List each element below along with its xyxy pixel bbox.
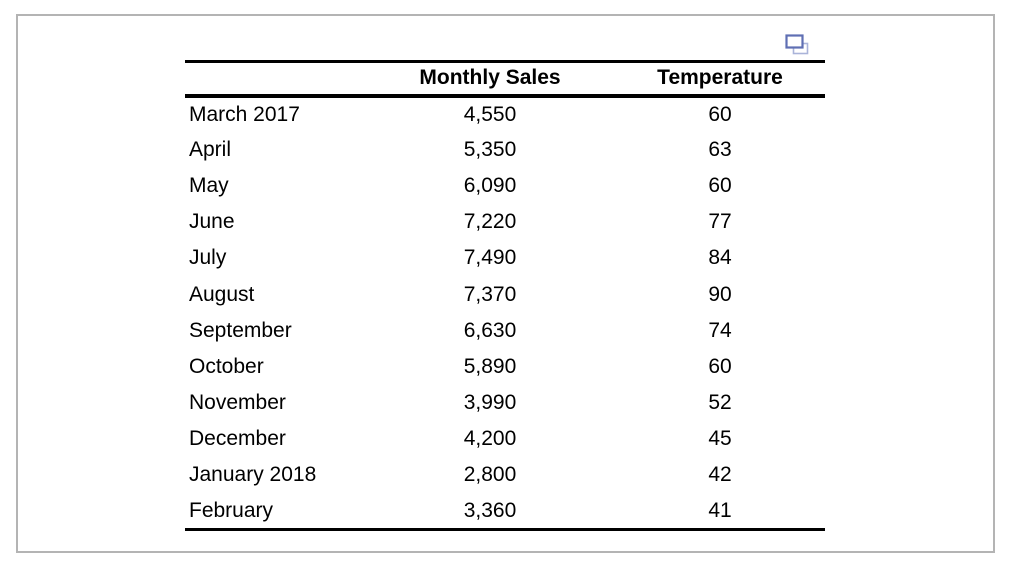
temperature-cell: 60 <box>708 173 732 197</box>
table-row: January 2018 2,800 42 <box>185 457 825 493</box>
month-cell: September <box>189 318 292 342</box>
temperature-cell: 90 <box>708 282 732 306</box>
month-cell: August <box>189 282 255 306</box>
table-header: Monthly Sales Temperature <box>185 62 825 96</box>
temperature-cell: 74 <box>708 318 732 342</box>
month-cell: March 2017 <box>189 102 300 126</box>
table-row: May 6,090 60 <box>185 168 825 204</box>
table-body: March 2017 4,550 60 April 5,350 63 May 6… <box>185 96 825 530</box>
sales-cell: 4,550 <box>463 102 517 126</box>
sales-cell: 3,990 <box>463 391 517 415</box>
sales-cell: 7,490 <box>463 246 517 270</box>
header-row: Monthly Sales Temperature <box>185 62 825 96</box>
sales-cell: 5,350 <box>463 137 517 161</box>
temperature-cell: 41 <box>708 498 732 522</box>
sales-cell: 4,200 <box>463 427 517 451</box>
table-row: July 7,490 84 <box>185 240 825 276</box>
content-panel: Monthly Sales Temperature March 2017 4,5… <box>16 14 995 553</box>
month-cell: November <box>189 391 286 415</box>
temperature-cell: 84 <box>708 246 732 270</box>
column-header-monthly-sales: Monthly Sales <box>419 66 561 90</box>
copy-icon[interactable] <box>784 31 810 58</box>
month-cell: February <box>189 498 274 522</box>
sales-cell: 2,800 <box>463 463 517 487</box>
table-row: October 5,890 60 <box>185 349 825 385</box>
table-row: June 7,220 77 <box>185 204 825 240</box>
temperature-cell: 45 <box>708 427 732 451</box>
month-cell: January 2018 <box>189 463 317 487</box>
month-cell: October <box>189 354 264 378</box>
temperature-cell: 77 <box>708 210 732 234</box>
table-row: April 5,350 63 <box>185 132 825 168</box>
table-row: December 4,200 45 <box>185 421 825 457</box>
sales-cell: 6,630 <box>463 318 517 342</box>
temperature-cell: 42 <box>708 463 732 487</box>
table-row: February 3,360 41 <box>185 494 825 530</box>
column-header-temperature: Temperature <box>657 66 783 90</box>
month-cell: April <box>189 137 232 161</box>
table-row: September 6,630 74 <box>185 313 825 349</box>
sales-cell: 7,370 <box>463 282 517 306</box>
table-row: November 3,990 52 <box>185 385 825 421</box>
sales-cell: 3,360 <box>463 498 517 522</box>
month-cell: December <box>189 427 286 451</box>
sales-cell: 6,090 <box>463 173 517 197</box>
data-table: Monthly Sales Temperature March 2017 4,5… <box>185 60 825 532</box>
table-row: August 7,370 90 <box>185 276 825 312</box>
month-cell: July <box>189 246 227 270</box>
temperature-cell: 60 <box>708 354 732 378</box>
temperature-cell: 52 <box>708 391 732 415</box>
column-header-month <box>185 62 365 96</box>
month-cell: May <box>189 173 229 197</box>
temperature-cell: 60 <box>708 102 732 126</box>
month-cell: June <box>189 210 235 234</box>
sales-cell: 5,890 <box>463 354 517 378</box>
temperature-cell: 63 <box>708 137 732 161</box>
table-row: March 2017 4,550 60 <box>185 96 825 132</box>
sales-cell: 7,220 <box>463 210 517 234</box>
